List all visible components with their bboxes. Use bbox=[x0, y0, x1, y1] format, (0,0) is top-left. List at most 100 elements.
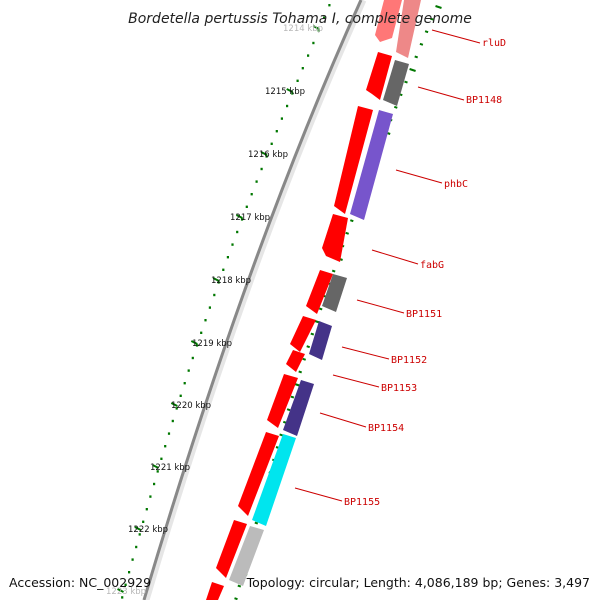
gene-label-fabG[interactable]: fabG bbox=[420, 260, 444, 271]
scale-major-tick bbox=[286, 88, 294, 93]
scale-tick bbox=[245, 205, 248, 208]
scale-tick bbox=[145, 508, 148, 511]
scale-tick bbox=[135, 545, 138, 549]
scale-tick bbox=[323, 16, 326, 19]
gene-forward-11[interactable] bbox=[206, 582, 224, 600]
kbp-scale-ticks bbox=[117, 4, 331, 599]
gene-label-BP1148[interactable]: BP1148 bbox=[466, 95, 502, 106]
gene-BP1151[interactable] bbox=[322, 274, 347, 312]
scale-tick bbox=[160, 457, 163, 460]
leader-BP1148 bbox=[417, 86, 465, 101]
outer-tick bbox=[306, 345, 311, 349]
scale-tick bbox=[260, 167, 263, 171]
scale-tick bbox=[200, 331, 203, 334]
outer-tick bbox=[310, 332, 315, 336]
gene-label-phbC[interactable]: phbC bbox=[444, 179, 468, 190]
scale-major-tick bbox=[260, 151, 268, 156]
kbp-label-1214: 1214 kbp bbox=[283, 24, 323, 34]
gene-forward-10[interactable] bbox=[216, 520, 247, 578]
outer-tick bbox=[419, 42, 424, 46]
gene-forward-5[interactable] bbox=[306, 270, 333, 314]
gene-forward-7[interactable] bbox=[286, 350, 305, 372]
outer-tick bbox=[286, 408, 291, 412]
leader-lines bbox=[294, 29, 481, 502]
scale-tick bbox=[142, 520, 145, 523]
genome-backbone-line bbox=[142, 0, 363, 600]
gene-forward-6[interactable] bbox=[290, 316, 316, 352]
scale-major-tick bbox=[170, 402, 178, 407]
gene-BP1148[interactable] bbox=[383, 60, 409, 106]
outer-tick bbox=[349, 219, 354, 223]
forward-strand bbox=[206, 0, 402, 600]
gene-label-BP1154[interactable]: BP1154 bbox=[368, 423, 404, 434]
scale-major-tick bbox=[312, 25, 320, 30]
outer-tick bbox=[302, 357, 307, 361]
scale-tick bbox=[231, 243, 234, 246]
scale-tick bbox=[175, 407, 178, 410]
gene-label-BP1155[interactable]: BP1155 bbox=[344, 497, 380, 508]
scale-tick bbox=[128, 571, 131, 574]
scale-tick bbox=[183, 382, 186, 385]
scale-tick bbox=[164, 445, 167, 448]
gene-BP1155[interactable] bbox=[252, 434, 296, 526]
outer-tick bbox=[409, 68, 416, 72]
gene-forward-8[interactable] bbox=[267, 374, 298, 428]
gene-labels: rluD BP1148 phbC fabG BP1151 BP1152 BP11… bbox=[344, 38, 506, 508]
kbp-label-1220: 1220 kbp bbox=[171, 401, 211, 411]
genome-backbone bbox=[142, 0, 367, 600]
gene-label-BP1153[interactable]: BP1153 bbox=[381, 383, 417, 394]
outer-tick bbox=[254, 521, 259, 525]
map-title: Bordetella pertussis Tohama I, complete … bbox=[128, 11, 472, 27]
gene-BP1154[interactable] bbox=[283, 380, 314, 436]
gene-rluD[interactable] bbox=[396, 0, 421, 58]
scale-tick bbox=[171, 419, 174, 423]
outer-tick bbox=[279, 433, 283, 437]
outer-tick bbox=[298, 370, 303, 374]
scale-major-tick bbox=[190, 340, 198, 345]
scale-tick bbox=[208, 306, 211, 309]
outer-tick bbox=[331, 269, 336, 273]
gene-light-1[interactable] bbox=[229, 526, 264, 586]
scale-major-tick bbox=[235, 214, 243, 219]
gene-label-rluD[interactable]: rluD bbox=[482, 38, 506, 49]
gene-forward-1[interactable] bbox=[375, 0, 402, 42]
scale-major-tick bbox=[152, 464, 160, 469]
gene-forward-3[interactable] bbox=[334, 106, 373, 214]
gene-forward-9[interactable] bbox=[238, 432, 279, 516]
scale-tick bbox=[179, 394, 182, 397]
gene-forward-2[interactable] bbox=[366, 52, 392, 100]
scale-tick bbox=[312, 41, 315, 45]
scale-tick bbox=[121, 596, 124, 599]
kbp-label-1215: 1215 kbp bbox=[265, 87, 305, 97]
kbp-label-1222: 1222 kbp bbox=[128, 525, 168, 535]
kbp-label-1216: 1216 kbp bbox=[248, 150, 288, 160]
gene-label-BP1152[interactable]: BP1152 bbox=[391, 355, 427, 366]
scale-major-tick bbox=[212, 277, 220, 282]
gene-phbC[interactable] bbox=[350, 110, 393, 220]
gene-forward-4[interactable] bbox=[322, 214, 348, 262]
leader-BP1152 bbox=[341, 346, 390, 360]
outer-tick bbox=[404, 80, 408, 84]
outer-tick bbox=[435, 5, 442, 9]
leader-phbC bbox=[395, 169, 443, 184]
scale-tick bbox=[317, 29, 320, 32]
scale-tick bbox=[307, 54, 310, 57]
scale-tick bbox=[167, 432, 171, 435]
scale-tick bbox=[187, 369, 190, 372]
scale-tick bbox=[213, 293, 216, 297]
second-strand bbox=[229, 0, 421, 586]
scale-tick bbox=[191, 356, 194, 360]
gene-BP1152[interactable] bbox=[309, 321, 332, 360]
leader-rluD bbox=[431, 29, 481, 44]
scale-tick bbox=[236, 230, 239, 234]
scale-tick bbox=[131, 558, 134, 561]
kbp-label-1223: 1223 kbp bbox=[106, 587, 146, 597]
scale-tick bbox=[296, 79, 299, 82]
gene-label-BP1151[interactable]: BP1151 bbox=[406, 309, 442, 320]
outer-tick bbox=[393, 105, 398, 109]
leader-BP1151 bbox=[356, 299, 405, 314]
scale-tick bbox=[286, 104, 289, 108]
leader-fabG bbox=[371, 249, 419, 265]
outer-tick bbox=[345, 231, 350, 235]
